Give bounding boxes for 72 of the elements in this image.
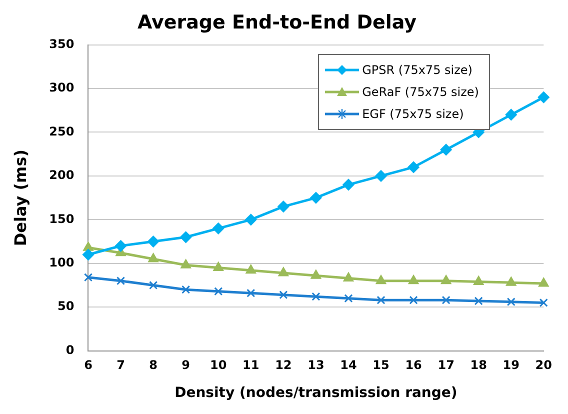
point [246,288,256,298]
point [182,285,190,294]
y-tick-label: 0 [66,342,74,357]
point [278,267,288,276]
point [180,231,192,243]
x-axis-title: Density (nodes/transmission range) [174,385,458,402]
point [310,270,322,279]
legend-label: EGF (75x75 size) [362,106,464,123]
point [344,294,353,303]
x-tick-label: 20 [535,358,552,372]
point [116,276,126,286]
x-tick-label: 16 [405,358,422,372]
point [440,275,452,284]
point [474,276,484,285]
point [213,262,224,271]
x-tick-label: 10 [210,358,227,372]
point [180,259,191,268]
x-tick-label: 13 [308,358,324,372]
x-tick-label: 8 [149,358,158,372]
point [83,242,94,251]
point [505,108,517,120]
x-tick-label: 14 [340,358,357,372]
x-tick-label: 7 [116,358,125,372]
x-tick-label: 9 [182,358,190,372]
point [246,264,256,274]
point [538,278,549,287]
point [442,296,450,304]
y-tick-label: 150 [49,212,74,226]
point [312,292,320,301]
y-tick-label: 250 [49,124,74,138]
point [212,222,224,234]
x-tick-label: 6 [84,358,92,372]
x-tick-label: 18 [470,358,487,372]
point [539,298,548,307]
legend-label: GPSR (75x75 size) [362,62,472,79]
x-tick-label: 11 [242,358,260,372]
legend-label: GeRaF (75x75 size) [362,84,479,101]
x-tick-label: 12 [275,358,292,372]
point [376,296,386,304]
x-tick-label: 17 [438,358,454,372]
y-tick-label: 50 [58,299,74,314]
point [409,296,418,304]
point [245,214,257,226]
y-tick-label: 200 [49,168,74,182]
point [149,280,158,290]
x-tick-label: 19 [502,358,520,372]
point [82,248,94,260]
point [278,200,290,212]
point [506,298,516,306]
point [474,296,483,306]
y-tick-label: 350 [49,36,74,51]
point [375,170,387,182]
point [342,178,354,190]
point [84,273,93,282]
point [343,272,354,282]
point [148,253,158,262]
point [408,161,420,173]
chart-title: Average End-to-End Delay [137,11,418,34]
y-axis-title: Delay (ms) [10,149,30,246]
point [506,276,516,286]
point [376,275,386,284]
point [408,275,419,284]
point [310,192,322,204]
point [115,240,127,252]
y-tick-label: 100 [49,255,74,270]
point [538,92,550,104]
point [214,287,223,296]
point [279,290,288,300]
point [440,144,452,156]
x-tick-label: 15 [372,358,390,372]
point [148,236,160,248]
y-tick-label: 300 [49,80,74,95]
